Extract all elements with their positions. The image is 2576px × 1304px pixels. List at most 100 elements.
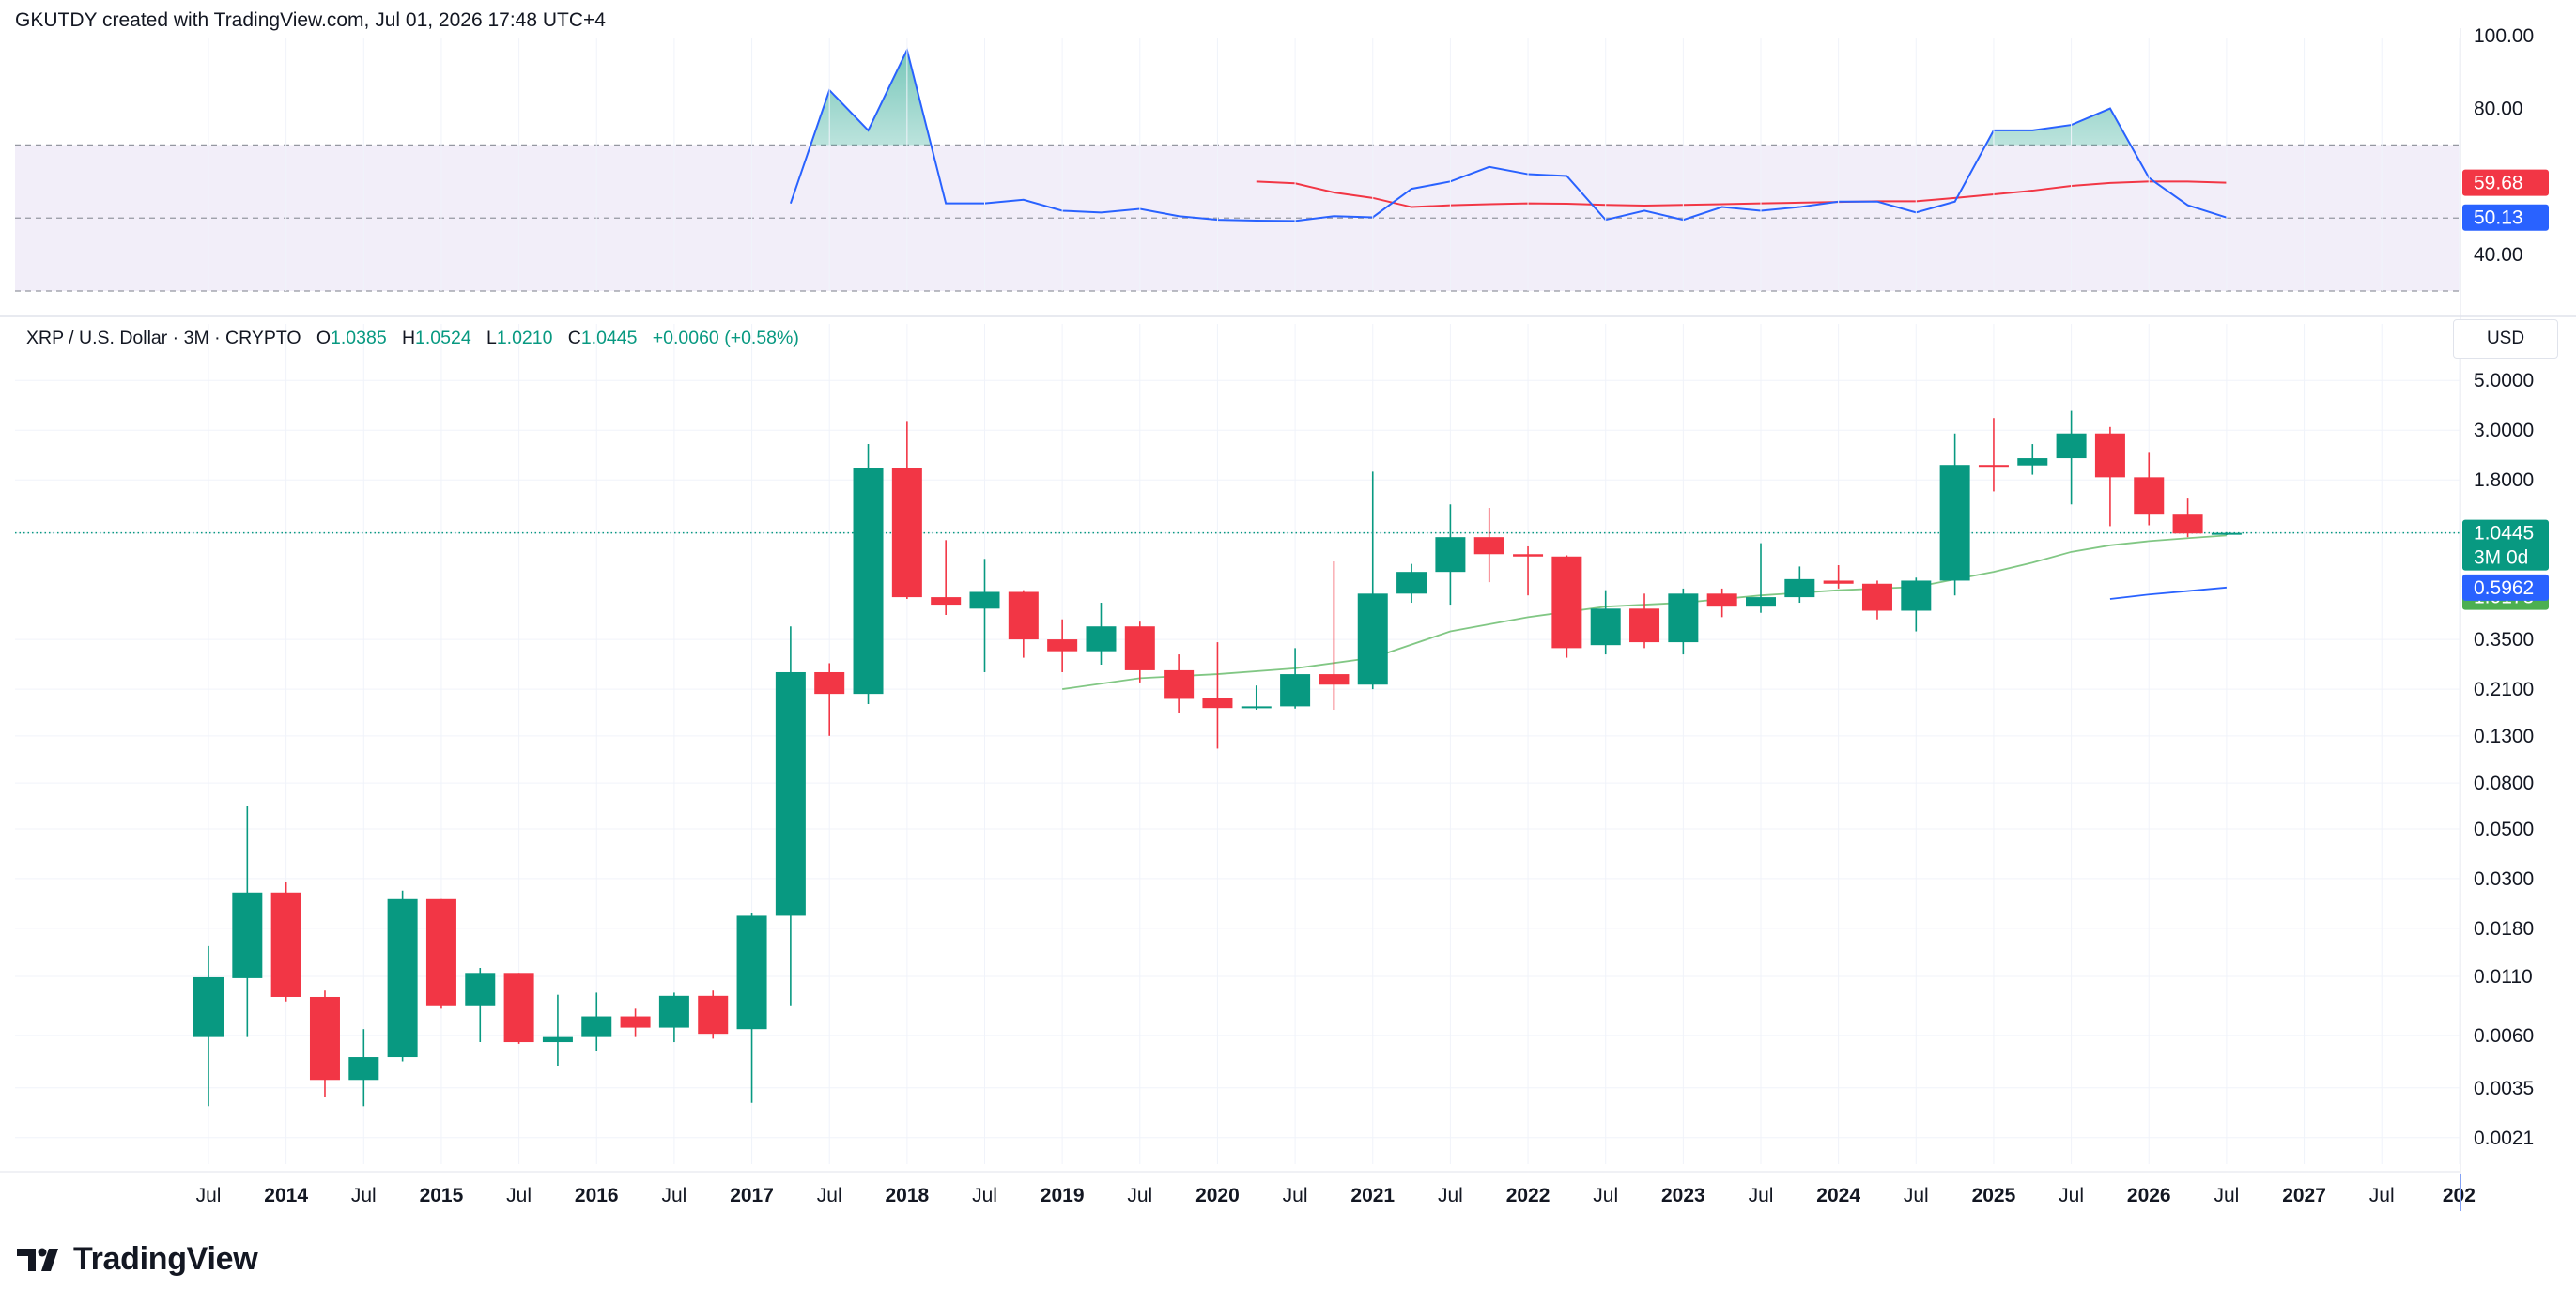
candle-body [1861,583,1892,611]
rsi-ma-line [1256,180,2227,208]
candle-body [542,1036,573,1043]
x-tick-label: 2019 [1041,1185,1085,1206]
candle-body [232,892,263,978]
candle [1901,577,1932,632]
candle [581,992,612,1051]
candle [1280,648,1311,709]
candle [1784,566,1815,604]
candle [853,444,884,705]
candle-body [2094,433,2125,478]
x-tick-label: 2024 [1816,1185,1860,1206]
candle-body [891,468,922,598]
x-tick-label: Jul [817,1185,842,1206]
x-tick-label: 2018 [885,1185,929,1206]
candle-body [1901,580,1932,611]
candle [1357,471,1388,690]
candle [309,990,340,1097]
candle-body [736,915,767,1030]
candle-body [1086,626,1117,652]
candle [1629,593,1660,649]
candle [1823,565,1854,589]
candle-body [1668,593,1699,643]
price-tick-label: 0.0180 [2474,918,2534,940]
ma-value-label: 0.5962 [2474,577,2534,599]
bar-countdown-label: 3M 0d [2474,547,2528,569]
price-tick-label: 0.2100 [2474,679,2534,700]
tradingview-logo-icon [17,1248,58,1271]
x-tick-label: Jul [1438,1185,1463,1206]
x-tick-label: 2022 [1506,1185,1550,1206]
x-tick-label: Jul [1904,1185,1929,1206]
candle-body [1939,465,1970,581]
candle-body [1629,608,1660,643]
price-tick-label: 0.0300 [2474,868,2534,890]
candle-body [1784,578,1815,598]
candle [2094,426,2125,527]
price-tick-label: 3.0000 [2474,420,2534,441]
rsi-value-label: 59.68 [2474,173,2523,194]
candle-body [658,995,689,1028]
high-label: H [401,328,416,348]
x-tick-label: Jul [196,1185,222,1206]
price-tick-label: 0.1300 [2474,726,2534,747]
candle [931,540,962,616]
candle [1668,588,1699,655]
x-tick-label: Jul [1749,1185,1774,1206]
candle [2134,452,2165,526]
candle-body [2017,458,2048,466]
candle [658,992,689,1043]
candle-body [1435,537,1466,573]
candle [1047,619,1078,672]
last-price-label: 1.0445 [2474,523,2534,545]
ma-value-badge [2462,574,2549,601]
open-label: O [316,328,332,348]
candle-body [503,973,534,1043]
price-pane [15,324,2460,1164]
candle [1319,560,1350,710]
candle [1473,508,1504,583]
candle [1086,603,1117,665]
candle [2056,410,2087,505]
candle [1978,418,2009,492]
candle-body [775,671,806,916]
candle-body [2056,433,2087,459]
ohlc-legend: XRP / U.S. Dollar · 3M · CRYPTO O1.0385 … [26,328,799,349]
rsi-tick-label: 100.00 [2474,25,2534,47]
symbol-label[interactable]: XRP / U.S. Dollar · 3M · CRYPTO [26,328,301,348]
price-tick-label: 0.0110 [2474,966,2533,988]
rsi-overbought-fill [790,50,2227,146]
tradingview-logo[interactable]: TradingView [17,1237,258,1281]
ma-line-blue [2109,586,2227,600]
price-tick-label: 5.0000 [2474,370,2534,391]
candle-body [620,1016,651,1028]
candle [698,990,729,1039]
candle [503,973,534,1044]
y-axis: 100.00 80.00 40.00 5.0000 3.0000 1.8000 0.3500… [2460,25,2549,1211]
rsi-tick-label: 40.00 [2474,244,2523,266]
candle-body [1008,591,1039,640]
candle-body [2134,477,2165,515]
candle [736,913,767,1103]
candle-body [969,591,1000,609]
x-tick-label: 2015 [420,1185,464,1206]
close-label: C [567,328,581,348]
candle [1551,555,1582,658]
x-tick-label: Jul [1593,1185,1618,1206]
x-tick-label: 2023 [1661,1185,1705,1206]
x-tick-label: 2017 [730,1185,774,1206]
x-tick-label: Jul [1127,1185,1152,1206]
x-tick-label: 2020 [1195,1185,1240,1206]
price-tick-label: 1.8000 [2474,469,2534,491]
candle-body [1124,626,1155,670]
candle-body [2172,514,2203,534]
rsi-value-badge [2462,204,2549,231]
x-tick-label: Jul [1283,1185,1308,1206]
x-tick-label: 202 [2443,1185,2476,1206]
currency-button[interactable]: USD [2453,319,2558,359]
price-tick-label: 0.0035 [2474,1078,2534,1099]
candle-body [1473,537,1504,555]
candle-body [1396,572,1427,594]
candle-body [1746,597,1776,607]
candle [232,805,263,1037]
